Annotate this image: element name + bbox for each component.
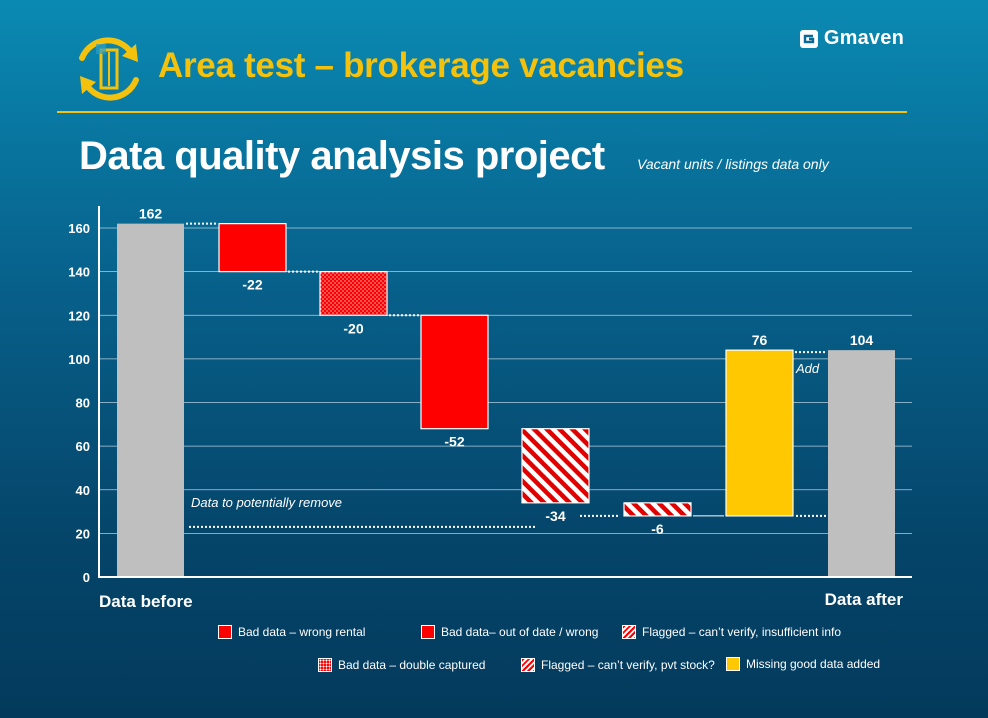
- y-tick-label: 100: [68, 352, 90, 367]
- y-tick-label: 20: [76, 526, 90, 541]
- data-label: -22: [242, 277, 262, 293]
- page-heading: Data quality analysis project: [79, 134, 605, 178]
- data-label: 162: [139, 206, 163, 222]
- brand-name: Gmaven: [823, 27, 904, 49]
- category-label-before: Data before: [99, 592, 193, 611]
- legend-label: Missing good data added: [746, 657, 881, 671]
- data-label: 76: [752, 332, 768, 348]
- bar-total: [828, 350, 895, 577]
- legend-label: Bad data – wrong rental: [238, 625, 366, 639]
- y-tick-label: 0: [83, 570, 90, 585]
- legend-label: Bad data – double captured: [338, 658, 486, 672]
- y-tick-label: 120: [68, 308, 90, 323]
- bar-delta: [218, 223, 287, 273]
- bar-total: [117, 223, 184, 577]
- page-subheading: Vacant units / listings data only: [637, 156, 829, 172]
- legend-item-insufficient-info: Flagged – can’t verify, insufficient inf…: [622, 625, 841, 639]
- brand-logo: Gmaven: [799, 27, 904, 50]
- bar-delta: [725, 349, 794, 517]
- bar-delta: [623, 502, 692, 517]
- y-tick-label: 160: [68, 221, 90, 236]
- remove-annotation: Data to potentially remove: [191, 495, 342, 510]
- legend-swatch-yellow: [726, 657, 740, 671]
- gmaven-logo-icon: [799, 29, 818, 48]
- legend-item-missing-added: Missing good data added: [726, 657, 880, 671]
- bar-delta: [319, 271, 388, 316]
- data-label: -52: [444, 434, 464, 450]
- legend-label: Flagged – can’t verify, pvt stock?: [541, 658, 715, 672]
- legend-swatch-hatched-red: [622, 625, 636, 639]
- slide-title: Area test – brokerage vacancies: [158, 46, 684, 85]
- header-divider: [57, 111, 907, 113]
- data-label: 104: [850, 332, 874, 348]
- category-label-after: Data after: [824, 590, 903, 609]
- y-tick-label: 80: [76, 396, 90, 411]
- data-label: -20: [343, 320, 363, 336]
- bar-delta: [521, 428, 590, 504]
- bar-delta: [420, 314, 489, 430]
- legend-item-pvt-stock: Flagged – can’t verify, pvt stock?: [521, 658, 715, 672]
- legend-item-wrong-rental: Bad data – wrong rental: [218, 625, 365, 639]
- y-tick-label: 140: [68, 265, 90, 280]
- legend-label: Flagged – can’t verify, insufficient inf…: [642, 625, 841, 639]
- data-label: -34: [545, 508, 565, 524]
- y-tick-label: 40: [76, 483, 90, 498]
- data-label: -6: [651, 521, 664, 537]
- legend-item-double-captured: Bad data – double captured: [318, 658, 485, 672]
- legend-label: Bad data– out of date / wrong: [441, 625, 599, 639]
- legend-swatch-dotted-red: [318, 658, 332, 672]
- y-tick-label: 60: [76, 439, 90, 454]
- legend-swatch-hatched-red: [521, 658, 535, 672]
- legend-swatch-solid-red: [421, 625, 435, 639]
- building-cycle-logo-icon: [79, 37, 139, 101]
- add-annotation: Add: [795, 361, 820, 376]
- legend-item-out-of-date: Bad data– out of date / wrong: [421, 625, 598, 639]
- legend-swatch-solid-red: [218, 625, 232, 639]
